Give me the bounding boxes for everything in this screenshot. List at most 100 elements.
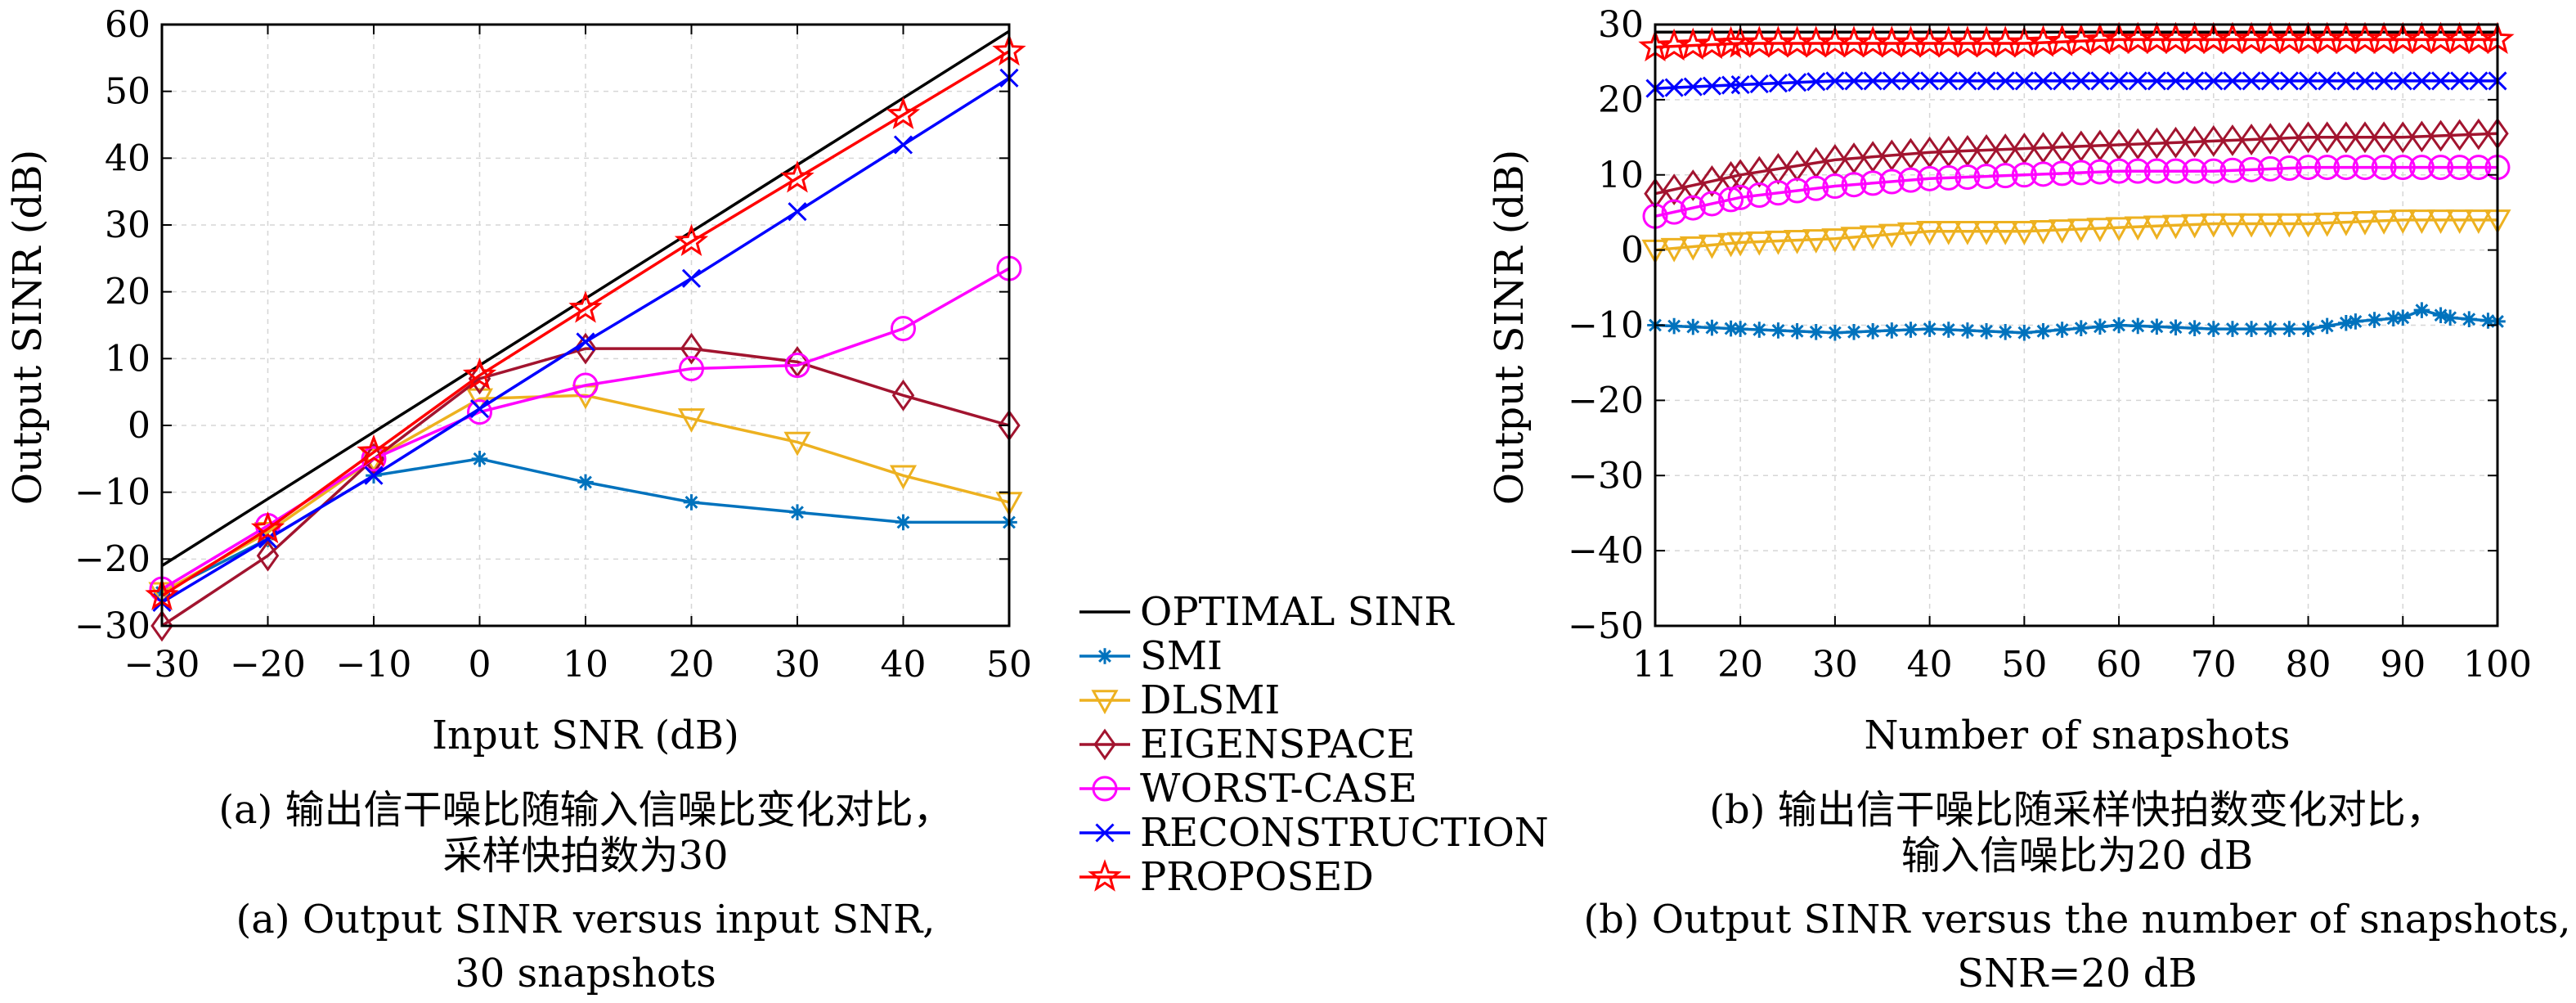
chart-b-point-dlsmi (1916, 220, 1944, 245)
chart-b-point-reconstruction (1730, 74, 1750, 95)
chart-b-point-smi (2167, 319, 2184, 336)
chart-b-point-worst-case (2163, 158, 2189, 184)
legend-marker (1095, 823, 1115, 843)
chart-b-point-eigenspace (2221, 124, 2244, 156)
chart-b-point-eigenspace (2315, 121, 2339, 154)
chart-a-point-proposed (886, 97, 921, 129)
chart-b-ytick-label: 30 (1598, 4, 1644, 46)
chart-b-point-eigenspace (2145, 127, 2169, 160)
chart-b-point-dlsmi (2256, 213, 2284, 238)
chart-b-point-reconstruction (2336, 71, 2356, 91)
chart-b-point-reconstruction (2412, 71, 2431, 91)
chart-b-xtick-label: 70 (2191, 644, 2237, 686)
chart-b-point-worst-case (1917, 165, 1943, 191)
chart-b-point-dlsmi (2181, 214, 2209, 239)
chart-a-ytick-label: 20 (105, 272, 150, 313)
chart-a-ytick-label: −20 (74, 538, 150, 580)
chart-b-point-reconstruction (1664, 78, 1684, 97)
chart-b-point-dlsmi (2408, 209, 2435, 234)
chart-b-point-worst-case (2143, 158, 2170, 184)
chart-b-point-smi (2206, 321, 2222, 337)
chart-a-point-smi (471, 451, 488, 467)
chart-b-point-dlsmi (2086, 218, 2114, 243)
chart-a-point-worst-case (891, 316, 916, 342)
chart-b-line-reconstruction (1654, 79, 2497, 90)
chart-b-point-worst-case (1878, 169, 1905, 195)
chart-b-point-smi (2243, 321, 2260, 337)
chart-b-line-worst-case (1654, 165, 2497, 218)
chart-b-point-dlsmi (2124, 216, 2152, 241)
chart-b-point-eigenspace (2391, 121, 2415, 154)
chart-b-point-dlsmi (1764, 230, 1792, 255)
chart-b-point-reconstruction (2223, 71, 2242, 91)
chart-b-point-dlsmi (2029, 220, 2058, 245)
chart-b-point-worst-case (2219, 157, 2246, 183)
chart-b-point-worst-case (2466, 155, 2492, 181)
chart-b-point-worst-case (2049, 160, 2076, 187)
chart-b-point-reconstruction (2355, 71, 2375, 91)
chart-b-point-reconstruction (2185, 71, 2205, 91)
chart-a-series-optimal-sinr (161, 29, 1010, 567)
chart-b-point-dlsmi (2219, 213, 2246, 238)
chart-b-point-eigenspace (2202, 125, 2225, 157)
chart-b-point-reconstruction (1920, 71, 1940, 91)
chart-a-point-worst-case (572, 372, 599, 398)
chart-b-ticks: 11 20 30 40 50 60 70 80 90 100 −50 −40 −30 −20 −10 0 10 2… (1568, 4, 2532, 686)
legend-label: EIGENSPACE (1140, 722, 1416, 767)
chart-b-point-reconstruction (1702, 76, 1722, 96)
chart-a-point-proposed (674, 223, 709, 257)
chart-a-line-optimal-sinr (161, 29, 1010, 567)
chart-b-point-reconstruction (1749, 74, 1769, 94)
chart-b-xtick-label: 80 (2286, 644, 2331, 686)
chart-b-series-smi (1647, 302, 2506, 341)
chart-b-point-dlsmi (2370, 210, 2398, 235)
legend-label: PROPOSED (1140, 854, 1374, 900)
chart-b-point-smi (1770, 322, 1787, 339)
chart-a-point-worst-case (679, 356, 704, 382)
chart-b-point-worst-case (2030, 161, 2056, 187)
chart-b-point-dlsmi (2465, 209, 2493, 234)
chart-b-point-dlsmi (2313, 212, 2341, 237)
chart-b-point-dlsmi (1991, 220, 2019, 245)
chart-b-point-worst-case (1661, 199, 1687, 225)
chart-b-point-smi (1940, 322, 1957, 338)
chart-b-ytick-label: 10 (1598, 155, 1644, 196)
chart-a-xlabel: Input SNR (dB) (432, 713, 739, 758)
chart-b-xtick-label: 90 (2380, 644, 2426, 686)
legend-marker (1093, 728, 1116, 761)
chart-a-point-proposed (568, 290, 603, 323)
chart-b-xlabel: Number of snapshots (1865, 713, 2291, 758)
chart-a-xtick-label: 0 (469, 644, 491, 686)
chart-b-point-eigenspace (2448, 119, 2471, 151)
chart-a-ytick-label: 0 (128, 405, 150, 447)
chart-b-point-dlsmi (2446, 209, 2474, 234)
chart-b-point-reconstruction (2128, 71, 2147, 91)
chart-b-point-smi (2092, 318, 2108, 335)
chart-b-point-dlsmi (2332, 211, 2360, 236)
chart-a-ticks: −30 −20 −10 0 10 20 30 40 50 −30 −20 −10 0 10 20 30 40 50… (74, 4, 1032, 686)
chart-b-point-smi (2442, 309, 2458, 326)
chart-a-point-worst-case (784, 353, 810, 378)
caption-a-cn-line1: (a) 输出信干噪比随输入信噪比变化对比， (218, 787, 952, 833)
chart-a-point-reconstruction (893, 135, 913, 155)
chart-b-point-worst-case (1992, 163, 2018, 189)
chart-b-point-reconstruction (1958, 71, 1977, 91)
chart-b-point-smi (2186, 320, 2203, 336)
chart-b-point-dlsmi (1745, 231, 1773, 256)
chart-b-point-dlsmi (1954, 220, 1981, 245)
caption-a-en-line2: 30 snapshots (455, 951, 716, 996)
chart-a-point-dlsmi (465, 388, 494, 413)
chart-b-point-eigenspace (2278, 122, 2301, 155)
chart-b-point-worst-case (1954, 164, 1981, 191)
chart-b-ytick-label: −20 (1568, 380, 1644, 421)
chart-b-point-worst-case (1897, 167, 1923, 193)
chart-b-point-worst-case (2238, 156, 2264, 182)
chart-b-point-smi (2262, 321, 2279, 337)
chart-b-point-eigenspace (2410, 120, 2434, 153)
chart-b-point-smi (2480, 313, 2497, 329)
legend-label: DLSMI (1140, 677, 1280, 723)
chart-b-point-reconstruction (1825, 71, 1845, 91)
chart-b-point-dlsmi (2105, 217, 2133, 242)
chart-a-ytick-label: −30 (74, 605, 150, 647)
chart-a-ytick-label: 10 (105, 338, 150, 380)
